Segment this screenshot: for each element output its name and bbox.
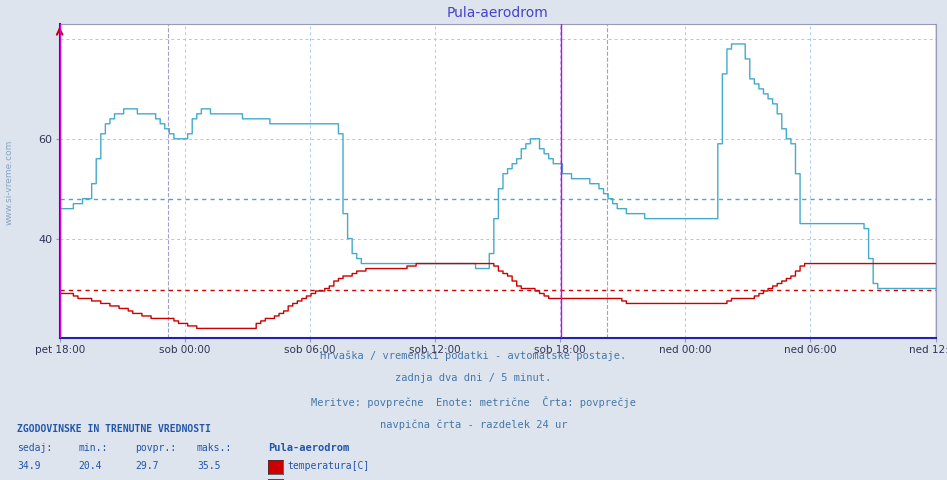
Text: sedaj:: sedaj: bbox=[17, 443, 52, 453]
Text: 29.7: 29.7 bbox=[135, 461, 159, 471]
Text: maks.:: maks.: bbox=[197, 443, 232, 453]
Title: Pula-aerodrom: Pula-aerodrom bbox=[447, 6, 548, 20]
Text: navpična črta - razdelek 24 ur: navpična črta - razdelek 24 ur bbox=[380, 420, 567, 430]
Text: ZGODOVINSKE IN TRENUTNE VREDNOSTI: ZGODOVINSKE IN TRENUTNE VREDNOSTI bbox=[17, 424, 211, 434]
Text: www.si-vreme.com: www.si-vreme.com bbox=[5, 140, 14, 225]
Text: Hrvaška / vremenski podatki - avtomatske postaje.: Hrvaška / vremenski podatki - avtomatske… bbox=[320, 350, 627, 361]
Text: 20.4: 20.4 bbox=[79, 461, 102, 471]
Text: Pula-aerodrom: Pula-aerodrom bbox=[268, 443, 349, 453]
Text: Meritve: povprečne  Enote: metrične  Črta: povprečje: Meritve: povprečne Enote: metrične Črta:… bbox=[311, 396, 636, 408]
Text: povpr.:: povpr.: bbox=[135, 443, 176, 453]
Text: 34.9: 34.9 bbox=[17, 461, 41, 471]
Text: min.:: min.: bbox=[79, 443, 108, 453]
Text: zadnja dva dni / 5 minut.: zadnja dva dni / 5 minut. bbox=[396, 373, 551, 384]
Text: 35.5: 35.5 bbox=[197, 461, 221, 471]
Text: temperatura[C]: temperatura[C] bbox=[287, 461, 369, 471]
